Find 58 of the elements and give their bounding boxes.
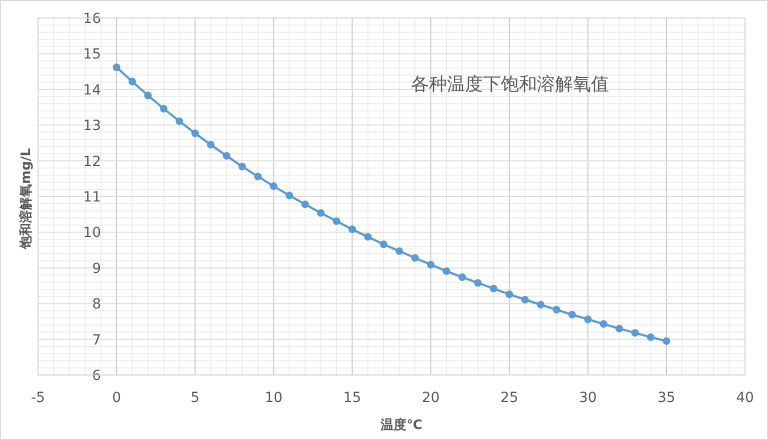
point: [521, 296, 529, 304]
x-tick-label: 40: [736, 390, 754, 406]
point: [128, 78, 136, 86]
point: [631, 329, 639, 337]
point: [317, 209, 325, 217]
point: [584, 316, 592, 324]
point: [160, 104, 168, 112]
y-tick-label: 9: [92, 260, 101, 277]
point: [426, 260, 435, 268]
y-tick-label: 10: [83, 225, 101, 242]
point: [286, 192, 294, 200]
point: [380, 240, 388, 248]
x-tick-label: 0: [112, 390, 122, 406]
point: [411, 254, 419, 262]
point: [332, 217, 340, 225]
point: [191, 130, 199, 138]
point: [600, 320, 608, 328]
point: [222, 152, 230, 160]
point: [506, 290, 514, 298]
x-tick-label: -5: [31, 390, 45, 406]
point: [176, 117, 184, 125]
point: [442, 267, 450, 275]
point: [301, 200, 309, 208]
text: 各种温度下饱和溶解氧值: [411, 74, 609, 95]
point: [616, 324, 624, 332]
x-tick-label: 10: [264, 390, 283, 406]
point: [662, 337, 670, 345]
point: [364, 233, 372, 241]
x-tick-label: 25: [500, 390, 518, 406]
x-tick-label: 5: [190, 390, 200, 406]
x-tick-label: 15: [343, 390, 362, 406]
point: [207, 140, 215, 149]
x-axis-title: 温度℃: [380, 417, 422, 433]
point: [536, 300, 545, 308]
point: [490, 284, 498, 292]
point: [474, 279, 482, 287]
y-tick-label: 11: [83, 190, 101, 206]
y-tick-label: 12: [83, 154, 101, 170]
y-tick-label: 13: [83, 118, 101, 134]
y-tick-label: 8: [92, 296, 101, 313]
y-tick-label: 15: [83, 46, 101, 63]
y-tick-label: 14: [83, 82, 102, 98]
y-axis-title: 饱和溶解氧mg/L: [18, 148, 34, 250]
point: [348, 226, 356, 234]
point: [458, 273, 466, 281]
y-tick-label: 7: [92, 332, 101, 348]
point: [646, 333, 655, 341]
point: [238, 162, 246, 170]
x-tick-label: 30: [578, 390, 597, 406]
point: [552, 306, 560, 314]
point: [568, 310, 576, 318]
point: [270, 182, 278, 190]
point: [254, 172, 262, 180]
x-tick-label: 20: [422, 390, 440, 406]
point: [144, 92, 152, 100]
point: [396, 247, 404, 255]
point: [112, 63, 120, 72]
x-tick-label: 35: [658, 390, 676, 406]
